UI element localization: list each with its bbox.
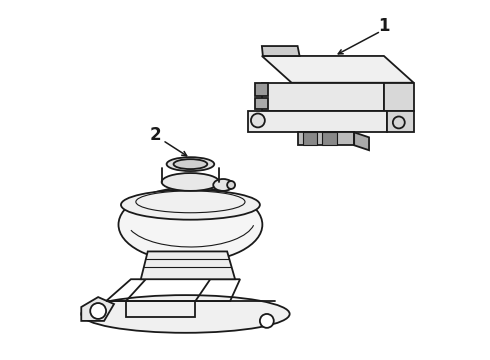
Polygon shape bbox=[262, 46, 299, 56]
Ellipse shape bbox=[227, 181, 235, 189]
Ellipse shape bbox=[119, 188, 262, 262]
Polygon shape bbox=[322, 132, 337, 145]
Polygon shape bbox=[248, 111, 387, 132]
Ellipse shape bbox=[162, 173, 219, 191]
Ellipse shape bbox=[121, 190, 260, 220]
Polygon shape bbox=[255, 83, 268, 96]
Ellipse shape bbox=[213, 179, 233, 191]
Circle shape bbox=[260, 314, 274, 328]
Polygon shape bbox=[297, 132, 354, 145]
Ellipse shape bbox=[167, 157, 214, 171]
Circle shape bbox=[90, 303, 106, 319]
Polygon shape bbox=[141, 251, 235, 279]
Polygon shape bbox=[384, 83, 414, 111]
Ellipse shape bbox=[173, 159, 207, 169]
Polygon shape bbox=[255, 98, 268, 109]
Polygon shape bbox=[262, 56, 414, 83]
Text: 2: 2 bbox=[150, 126, 162, 144]
Polygon shape bbox=[354, 132, 369, 150]
Circle shape bbox=[251, 113, 265, 127]
Polygon shape bbox=[81, 297, 114, 321]
Polygon shape bbox=[262, 83, 384, 111]
Polygon shape bbox=[302, 132, 318, 145]
Ellipse shape bbox=[81, 295, 290, 333]
Circle shape bbox=[393, 117, 405, 129]
Text: 1: 1 bbox=[378, 17, 390, 35]
Polygon shape bbox=[387, 111, 414, 132]
